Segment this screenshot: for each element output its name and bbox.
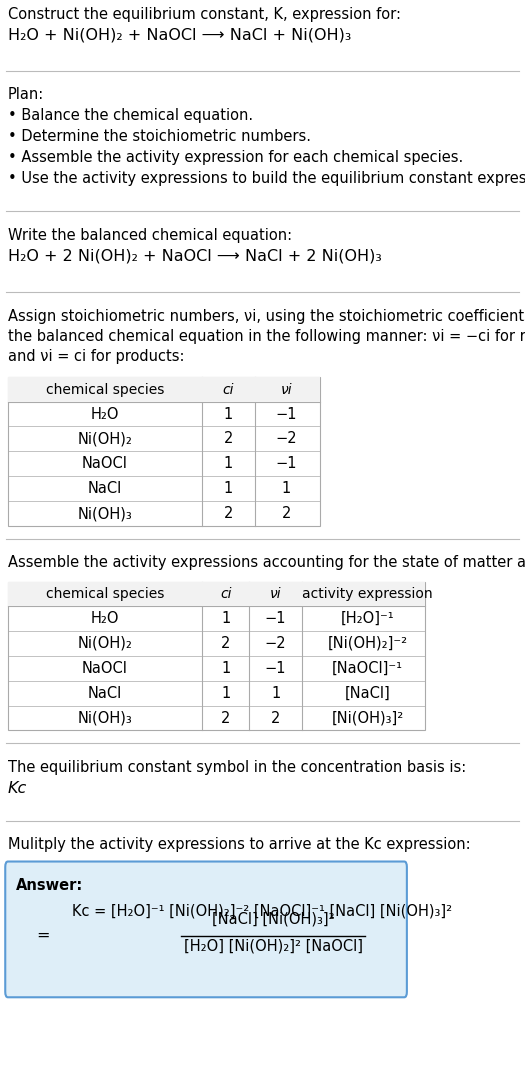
Text: −1: −1 (276, 406, 297, 421)
Text: Write the balanced chemical equation:: Write the balanced chemical equation: (8, 228, 292, 242)
Text: [NaCl]: [NaCl] (344, 685, 391, 700)
Text: −1: −1 (265, 610, 286, 626)
Bar (8, 582, 425, 606)
Text: Kᴄ = [H₂O]⁻¹ [Ni(OH)₂]⁻² [NaOCl]⁻¹ [NaCl] [Ni(OH)₃]²: Kᴄ = [H₂O]⁻¹ [Ni(OH)₂]⁻² [NaOCl]⁻¹ [NaCl… (72, 904, 453, 919)
Text: [NaOCl]⁻¹: [NaOCl]⁻¹ (332, 660, 403, 675)
Text: Ni(OH)₃: Ni(OH)₃ (78, 506, 132, 521)
Text: the balanced chemical equation in the following manner: νi = −ci for reactants: the balanced chemical equation in the fo… (8, 329, 525, 343)
Text: H₂O: H₂O (91, 610, 119, 626)
Text: H₂O: H₂O (91, 406, 119, 421)
Text: Answer:: Answer: (16, 877, 83, 893)
Text: chemical species: chemical species (46, 586, 164, 601)
Text: Kᴄ: Kᴄ (8, 781, 27, 796)
Text: −2: −2 (275, 431, 297, 446)
Text: Mulitply the activity expressions to arrive at the Kc expression:: Mulitply the activity expressions to arr… (8, 837, 470, 853)
Text: 1: 1 (221, 685, 230, 700)
Text: ci: ci (223, 382, 234, 396)
Text: =: = (37, 927, 50, 943)
Text: Plan:: Plan: (8, 87, 44, 102)
Text: • Determine the stoichiometric numbers.: • Determine the stoichiometric numbers. (8, 129, 311, 144)
Text: 1: 1 (221, 660, 230, 675)
Bar (8, 582, 425, 731)
Text: Construct the equilibrium constant, K, expression for:: Construct the equilibrium constant, K, e… (8, 7, 401, 22)
Text: NaCl: NaCl (88, 685, 122, 700)
Text: activity expression: activity expression (302, 586, 433, 601)
Text: • Assemble the activity expression for each chemical species.: • Assemble the activity expression for e… (8, 150, 463, 165)
Text: −2: −2 (265, 635, 287, 651)
Text: 2: 2 (224, 431, 233, 446)
Text: 1: 1 (224, 406, 233, 421)
Text: [Ni(OH)₃]²: [Ni(OH)₃]² (331, 710, 404, 725)
Text: [Ni(OH)₂]⁻²: [Ni(OH)₂]⁻² (328, 635, 407, 651)
Text: [H₂O] [Ni(OH)₂]² [NaOCl]: [H₂O] [Ni(OH)₂]² [NaOCl] (184, 939, 362, 954)
Text: • Use the activity expressions to build the equilibrium constant expression.: • Use the activity expressions to build … (8, 171, 525, 186)
Text: −1: −1 (276, 456, 297, 471)
Bar (8, 378, 320, 526)
Text: 2: 2 (221, 710, 230, 725)
Text: 2: 2 (224, 506, 233, 521)
Text: • Balance the chemical equation.: • Balance the chemical equation. (8, 109, 253, 123)
Text: Assemble the activity expressions accounting for the state of matter and νi:: Assemble the activity expressions accoun… (8, 555, 525, 570)
Text: The equilibrium constant symbol in the concentration basis is:: The equilibrium constant symbol in the c… (8, 760, 466, 774)
Text: NaOCl: NaOCl (82, 456, 128, 471)
Text: H₂O + Ni(OH)₂ + NaOCl ⟶ NaCl + Ni(OH)₃: H₂O + Ni(OH)₂ + NaOCl ⟶ NaCl + Ni(OH)₃ (8, 27, 351, 42)
Text: ci: ci (220, 586, 232, 601)
Text: Assign stoichiometric numbers, νi, using the stoichiometric coefficients, ci, fr: Assign stoichiometric numbers, νi, using… (8, 308, 525, 324)
Text: NaCl: NaCl (88, 481, 122, 496)
Text: and νi = ci for products:: and νi = ci for products: (8, 349, 184, 364)
Text: 1: 1 (224, 481, 233, 496)
Text: Ni(OH)₂: Ni(OH)₂ (78, 635, 132, 651)
Text: 1: 1 (224, 456, 233, 471)
Text: 1: 1 (271, 685, 280, 700)
Text: 2: 2 (271, 710, 280, 725)
Text: 1: 1 (221, 610, 230, 626)
Bar (8, 378, 320, 402)
Text: Ni(OH)₂: Ni(OH)₂ (78, 431, 132, 446)
FancyBboxPatch shape (5, 861, 407, 997)
Text: Ni(OH)₃: Ni(OH)₃ (78, 710, 132, 725)
Text: [NaCl] [Ni(OH)₃]²: [NaCl] [Ni(OH)₃]² (212, 911, 334, 926)
Text: H₂O + 2 Ni(OH)₂ + NaOCl ⟶ NaCl + 2 Ni(OH)₃: H₂O + 2 Ni(OH)₂ + NaOCl ⟶ NaCl + 2 Ni(OH… (8, 249, 382, 264)
Text: NaOCl: NaOCl (82, 660, 128, 675)
Text: 2: 2 (221, 635, 230, 651)
Text: νi: νi (270, 586, 281, 601)
Text: −1: −1 (265, 660, 286, 675)
Text: 1: 1 (281, 481, 291, 496)
Text: [H₂O]⁻¹: [H₂O]⁻¹ (341, 610, 394, 626)
Text: 2: 2 (281, 506, 291, 521)
Text: νi: νi (280, 382, 292, 396)
Text: chemical species: chemical species (46, 382, 164, 396)
